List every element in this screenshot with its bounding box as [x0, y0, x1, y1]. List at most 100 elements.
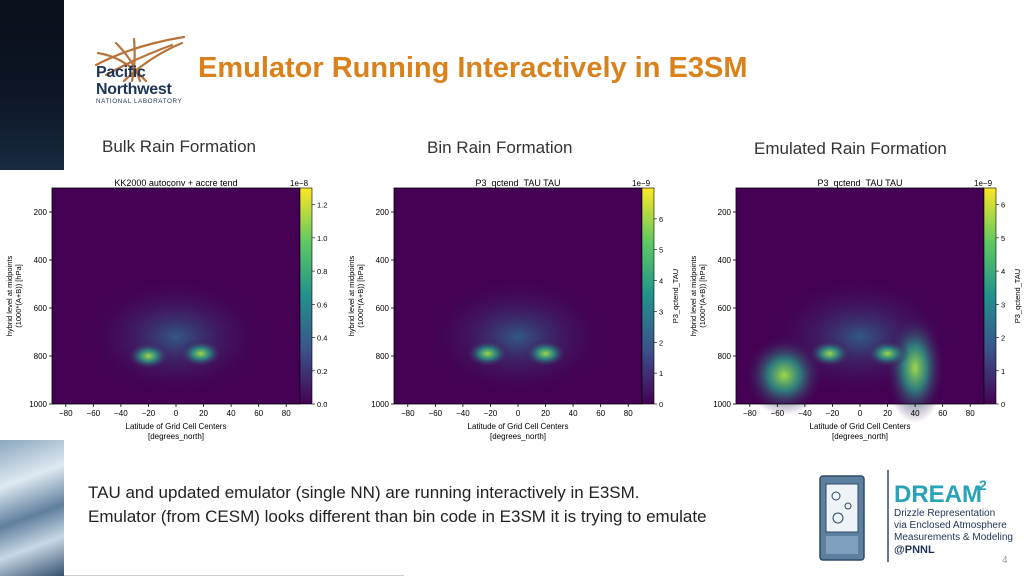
subtitle-emulated: Emulated Rain Formation [754, 139, 947, 158]
y-tick-label: 1000 [713, 400, 731, 409]
chart-title: P3_qctend_TAU TAU [475, 178, 560, 188]
colorbar-tick-label: 6 [1001, 201, 1005, 210]
y-axis-label: (1000*(A+B)) [hPa] [698, 264, 707, 328]
x-tick-label: −80 [59, 409, 73, 418]
dream-title: DREAM [894, 481, 982, 508]
y-tick-label: 200 [34, 208, 48, 217]
x-tick-label: 0 [516, 409, 521, 418]
earth-image-top [0, 0, 64, 170]
colorbar-tick-label: 4 [1001, 267, 1005, 276]
heatmap-bulk: KK2000 autoconv + accre tend −80 −60 −40 −20… [5, 178, 327, 441]
y-tick-label: 600 [34, 304, 48, 313]
x-tick-label: −40 [456, 409, 470, 418]
x-tick-label: 40 [227, 409, 236, 418]
glow-region [126, 342, 171, 370]
y-tick-label: 1000 [29, 400, 47, 409]
dream-line3: Measurements & Modeling [894, 532, 1013, 543]
y-tick-label: 600 [718, 304, 732, 313]
colorbar [983, 187, 997, 405]
dream2-logo: DREAM 2 Drizzle Representation via Enclo… [819, 470, 1013, 562]
x-tick-label: 0 [174, 409, 179, 418]
colorbar-exponent: 1e−9 [632, 179, 651, 188]
slide-title: Emulator Running Interactively in E3SM [198, 52, 748, 84]
colorbar-tick-label: 1 [1001, 367, 1005, 376]
pnnl-logo-icon [94, 35, 186, 83]
y-axis-label: (1000*(A+B)) [hPa] [14, 264, 23, 328]
glow-region [865, 339, 910, 368]
colorbar [641, 187, 655, 405]
colorbar-tick-label: 1.0 [317, 234, 327, 243]
colorbar-label: P3_qctend_TAU [1013, 269, 1022, 323]
x-tick-label: −60 [87, 409, 101, 418]
y-tick-label: 400 [34, 256, 48, 265]
colorbar-tick-label: 0.6 [317, 300, 327, 309]
colorbar-tick-label: 0 [659, 400, 663, 409]
y-tick-label: 800 [718, 352, 732, 361]
x-tick-label: 80 [966, 409, 975, 418]
colorbar-tick-label: 4 [659, 277, 663, 286]
y-axis-label: hybrid level at midpoints [689, 256, 698, 337]
chart-title: KK2000 autoconv + accre tend [114, 178, 237, 188]
x-tick-label: −80 [743, 409, 757, 418]
x-tick-label: 20 [541, 409, 550, 418]
colorbar-tick-label: 0 [1001, 400, 1005, 409]
x-tick-label: 80 [624, 409, 633, 418]
x-tick-label: 60 [254, 409, 263, 418]
x-axis-label: [degrees_north] [148, 432, 204, 441]
x-tick-label: 40 [569, 409, 578, 418]
y-tick-label: 1000 [371, 400, 389, 409]
glow-region [885, 313, 946, 423]
x-tick-label: 20 [883, 409, 892, 418]
page-number: 4 [1002, 555, 1008, 566]
glow-region [807, 339, 852, 368]
dream-line4: @PNNL [894, 544, 935, 556]
glow-region [744, 335, 825, 416]
colorbar-tick-label: 0.8 [317, 267, 327, 276]
subtitle-bin: Bin Rain Formation [427, 138, 573, 157]
x-tick-label: −40 [114, 409, 128, 418]
colorbar-label: P3_qctend_TAU [671, 269, 680, 323]
x-axis-label: Latitude of Grid Cell Centers [810, 422, 911, 431]
x-tick-label: −20 [484, 409, 498, 418]
glow-region [465, 339, 510, 368]
heatmap-emulated: P3_qctend_TAU TAU−80 −60 −40 −20 0 20 40 60 8020… [689, 178, 1022, 441]
earth-image-bottom [0, 440, 64, 576]
y-axis-label: hybrid level at midpoints [347, 256, 356, 337]
chamber-icon [819, 475, 865, 561]
colorbar-tick-label: 0.4 [317, 334, 327, 343]
colorbar [299, 187, 313, 405]
heatmap-bin: P3_qctend_TAU TAU−80 −60 −40 −20 0 20 40 60 8020… [347, 178, 680, 441]
y-tick-label: 800 [376, 352, 390, 361]
glow-region [523, 339, 568, 368]
x-tick-label: 40 [911, 409, 920, 418]
colorbar-tick-label: 3 [659, 307, 663, 316]
colorbar-tick-label: 1 [659, 369, 663, 378]
colorbar-tick-label: 3 [1001, 300, 1005, 309]
y-tick-label: 200 [376, 208, 390, 217]
x-tick-label: −60 [771, 409, 785, 418]
x-tick-label: −20 [142, 409, 156, 418]
x-tick-label: −60 [429, 409, 443, 418]
x-tick-label: 0 [858, 409, 863, 418]
colorbar-exponent: 1e−9 [974, 179, 993, 188]
colorbar-tick-label: 2 [1001, 334, 1005, 343]
haze-region [423, 276, 613, 398]
colorbar-tick-label: 1.2 [317, 201, 327, 210]
x-tick-label: 60 [938, 409, 947, 418]
dream-line1: Drizzle Representation [894, 508, 995, 519]
colorbar-tick-label: 2 [659, 338, 663, 347]
dream-line2: via Enclosed Atmosphere [894, 520, 1007, 531]
glow-region [178, 339, 223, 368]
x-axis-label: Latitude of Grid Cell Centers [126, 422, 227, 431]
x-tick-label: 60 [596, 409, 605, 418]
y-axis-label: (1000*(A+B)) [hPa] [356, 264, 365, 328]
y-tick-label: 800 [34, 352, 48, 361]
y-tick-label: 400 [718, 256, 732, 265]
y-axis-label: hybrid level at midpoints [5, 256, 14, 337]
colorbar-tick-label: 6 [659, 215, 663, 224]
logo-text-pacific: Pacific [96, 64, 146, 81]
x-axis-label: [degrees_north] [490, 432, 546, 441]
chart-title: P3_qctend_TAU TAU [817, 178, 902, 188]
body-text-line1: TAU and updated emulator (single NN) are… [88, 483, 640, 502]
subtitle-bulk: Bulk Rain Formation [102, 137, 257, 156]
